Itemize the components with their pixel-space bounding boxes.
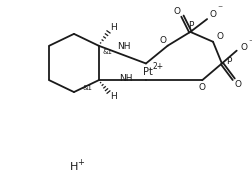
Text: O: O xyxy=(173,7,180,16)
Text: O: O xyxy=(234,80,241,89)
Text: NH: NH xyxy=(117,42,131,51)
Text: NH: NH xyxy=(119,74,133,83)
Text: ⁻: ⁻ xyxy=(248,39,252,49)
Text: H: H xyxy=(70,162,78,172)
Text: H: H xyxy=(110,24,117,32)
Text: O: O xyxy=(199,83,206,92)
Text: &1: &1 xyxy=(103,49,113,55)
Text: O: O xyxy=(240,43,247,52)
Text: O: O xyxy=(209,10,216,19)
Text: Pt: Pt xyxy=(143,67,153,77)
Text: +: + xyxy=(77,157,84,167)
Text: P: P xyxy=(226,57,232,66)
Text: O: O xyxy=(216,32,224,41)
Text: 2+: 2+ xyxy=(152,62,163,71)
Text: P: P xyxy=(188,21,193,30)
Text: H: H xyxy=(110,91,117,101)
Text: O: O xyxy=(159,36,166,45)
Text: &1: &1 xyxy=(83,85,93,91)
Text: ⁻: ⁻ xyxy=(217,4,223,14)
